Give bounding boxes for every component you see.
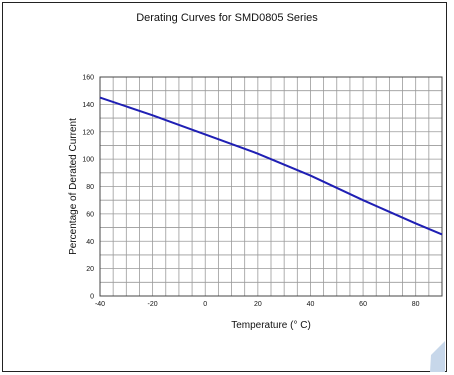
chart-title: Derating Curves for SMD0805 Series bbox=[136, 12, 318, 24]
y-tick-label: 100 bbox=[82, 157, 94, 164]
x-tick-label: -20 bbox=[148, 301, 158, 308]
corner-decoration bbox=[430, 341, 445, 372]
x-tick-labels: -40 -20 0 20 40 60 80 bbox=[95, 301, 420, 308]
x-tick-label: 40 bbox=[307, 301, 315, 308]
x-tick-label: -40 bbox=[95, 301, 105, 308]
y-tick-label: 160 bbox=[82, 75, 94, 82]
x-tick-label: 60 bbox=[359, 301, 367, 308]
series-lines bbox=[99, 96, 443, 236]
y-tick-label: 0 bbox=[90, 294, 94, 301]
plot-border bbox=[99, 76, 443, 297]
y-tick-label: 20 bbox=[86, 266, 94, 273]
y-tick-label: 120 bbox=[82, 129, 94, 136]
x-tick-label: 20 bbox=[254, 301, 262, 308]
x-axis-label: Temperature (° C) bbox=[231, 320, 311, 331]
y-tick-labels: 0 20 40 60 80 100 120 140 160 bbox=[82, 75, 94, 301]
x-tick-label: 80 bbox=[412, 301, 420, 308]
x-tick-label: 0 bbox=[203, 301, 207, 308]
y-tick-label: 40 bbox=[86, 239, 94, 246]
series-line bbox=[99, 96, 443, 236]
y-axis-label: Percentage of Derated Current bbox=[68, 118, 79, 255]
y-tick-label: 80 bbox=[86, 184, 94, 191]
y-tick-label: 140 bbox=[82, 102, 94, 109]
gridlines bbox=[99, 76, 443, 297]
y-tick-label: 60 bbox=[86, 211, 94, 218]
